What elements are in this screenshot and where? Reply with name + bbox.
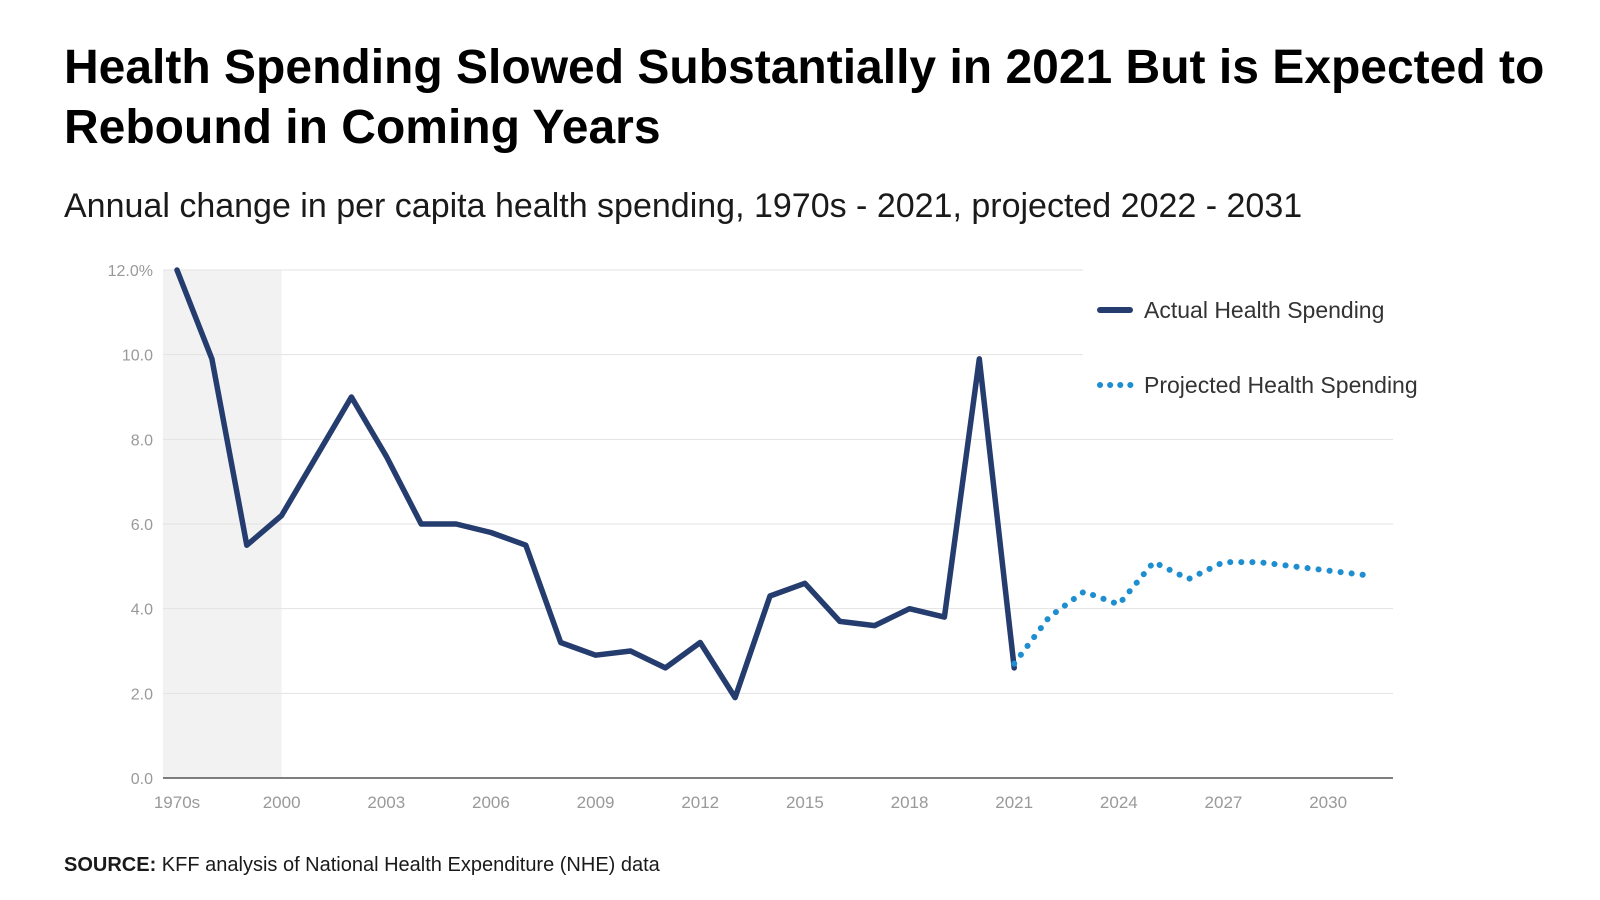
y-tick-label: 6.0 <box>131 517 153 534</box>
actual-data-point <box>524 543 528 547</box>
legend-actual-label: Actual Health Spending <box>1144 297 1384 323</box>
chart-subtitle: Annual change in per capita health spend… <box>64 187 1303 225</box>
actual-data-point <box>768 594 772 598</box>
y-tick-label: 2.0 <box>131 686 153 703</box>
legend-background <box>1083 268 1483 418</box>
projected-data-point <box>1012 662 1016 666</box>
source-label: SOURCE: <box>64 854 157 876</box>
x-tick-label: 2027 <box>1205 793 1243 812</box>
actual-data-point <box>349 395 353 399</box>
projected-data-point <box>1187 577 1191 581</box>
projected-data-point <box>1221 560 1225 564</box>
actual-data-point <box>698 641 702 645</box>
x-tick-label: 2006 <box>472 793 510 812</box>
projected-series-line <box>1011 559 1366 667</box>
source-note: SOURCE: KFF analysis of National Health … <box>64 854 660 877</box>
x-tick-label: 2012 <box>681 793 719 812</box>
actual-data-point <box>733 696 737 700</box>
actual-data-point <box>419 522 423 526</box>
y-tick-label: 4.0 <box>131 602 153 619</box>
x-tick-label: 2030 <box>1309 793 1347 812</box>
actual-data-point <box>280 514 284 518</box>
projected-data-point <box>1326 569 1330 573</box>
actual-data-point <box>942 615 946 619</box>
actual-data-point <box>210 357 214 361</box>
projected-data-point <box>1256 560 1260 564</box>
source-text: KFF analysis of National Health Expendit… <box>161 854 660 876</box>
x-tick-label: 1970s <box>154 793 200 812</box>
actual-data-point <box>663 666 667 670</box>
actual-data-point <box>384 454 388 458</box>
projected-data-point <box>1117 602 1121 606</box>
x-tick-label: 2024 <box>1100 793 1138 812</box>
legend-projected-label: Projected Health Spending <box>1144 372 1418 398</box>
x-tick-label: 2021 <box>995 793 1033 812</box>
y-tick-label: 8.0 <box>131 432 153 449</box>
actual-data-point <box>977 357 981 361</box>
actual-data-point <box>803 581 807 585</box>
actual-data-point <box>908 607 912 611</box>
chart-title: Health Spending Slowed Substantially in … <box>64 41 1545 154</box>
x-tick-label: 2003 <box>367 793 405 812</box>
actual-data-point <box>873 624 877 628</box>
x-tick-label: 2018 <box>891 793 929 812</box>
y-tick-label: 0.0 <box>131 771 153 788</box>
x-tick-label: 2015 <box>786 793 824 812</box>
actual-data-point <box>245 543 249 547</box>
actual-data-point <box>838 619 842 623</box>
projected-data-point <box>1047 615 1051 619</box>
actual-data-point <box>559 641 563 645</box>
projected-data-point <box>1361 573 1365 577</box>
actual-data-point <box>628 649 632 653</box>
actual-data-point <box>454 522 458 526</box>
projected-data-point <box>1082 590 1086 594</box>
actual-data-point <box>175 268 179 272</box>
projected-data-point <box>1291 564 1295 568</box>
x-tick-label: 2000 <box>263 793 301 812</box>
actual-data-point <box>594 653 598 657</box>
projected-data-point <box>1152 560 1156 564</box>
actual-data-point <box>489 530 493 534</box>
actual-series-line <box>174 267 1017 701</box>
y-tick-label: 12.0% <box>108 263 153 280</box>
y-tick-label: 10.0 <box>122 348 153 365</box>
actual-data-point <box>315 454 319 458</box>
x-tick-label: 2009 <box>577 793 615 812</box>
